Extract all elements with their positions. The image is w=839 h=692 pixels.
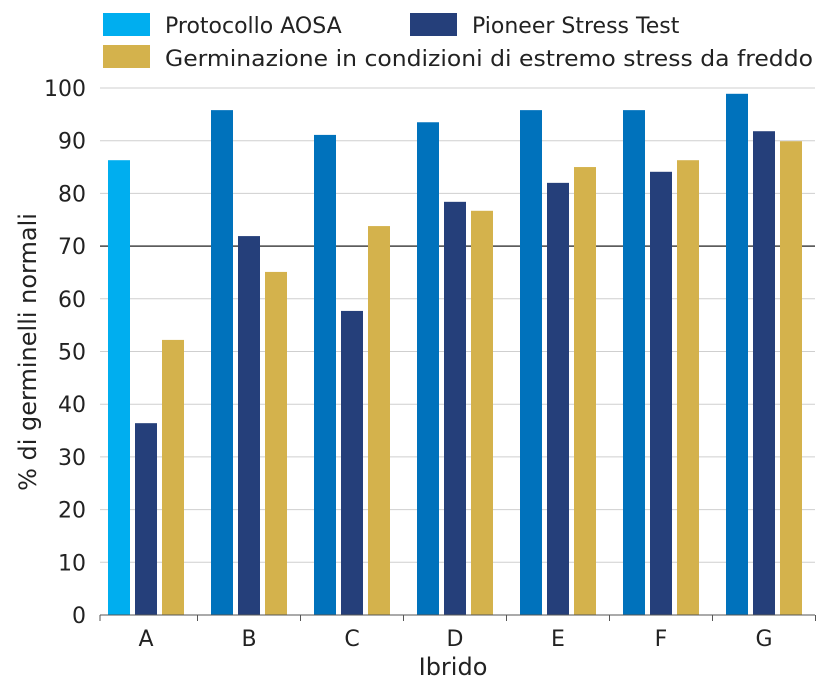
bar-C-2 [341,310,363,615]
bar-B-2 [238,236,260,615]
bar-E-1 [520,110,542,615]
bar-G-2 [753,131,775,616]
y-tick-label: 80 [58,182,86,207]
x-tick-label: G [755,627,772,652]
y-tick-label: 90 [58,130,86,155]
y-tick-label: 10 [58,551,86,576]
legend-swatch-pioneer [410,13,457,36]
bar-B-3 [265,271,287,615]
y-tick-label: 30 [58,446,86,471]
y-tick-label: 20 [58,499,86,524]
x-tick-label: E [551,627,565,652]
bar-C-3 [368,226,390,615]
legend: Protocollo AOSA Pioneer Stress Test Germ… [103,13,813,72]
bar-B-1 [211,110,233,615]
bar-F-1 [623,110,645,615]
x-tick-label: F [655,627,668,652]
bar-D-1 [417,122,439,615]
bar-G-1 [726,93,748,615]
x-axis-label: Ibrido [419,653,488,681]
y-tick-label: 40 [58,393,86,418]
y-tick-label: 0 [72,604,86,629]
bar-F-2 [650,171,672,615]
y-tick-label: 70 [58,235,86,260]
bar-D-2 [444,201,466,615]
x-tick-label: B [241,627,256,652]
bar-F-3 [677,160,699,615]
bar-D-3 [471,210,493,615]
bar-C-1 [314,134,336,615]
y-axis-label: % di germinelli normali [14,213,42,491]
legend-label-aosa: Protocollo AOSA [165,14,342,39]
legend-label-pioneer: Pioneer Stress Test [472,14,680,39]
bar-E-2 [547,182,569,616]
x-tick-label: A [138,627,153,652]
x-tick-label: D [447,627,464,652]
y-tick-label: 100 [44,77,86,102]
legend-label-cold: Germinazione in condizioni di estremo st… [165,47,813,72]
y-tick-label: 60 [58,288,86,313]
bar-E-3 [574,167,596,616]
legend-swatch-cold [103,45,150,68]
legend-swatch-aosa [103,13,150,36]
bar-G-3 [780,141,802,616]
bar-A-2 [135,423,157,615]
x-tick-label: C [344,627,359,652]
bar-A-1 [108,160,130,615]
y-tick-label: 50 [58,341,86,366]
bar-A-3 [162,339,184,615]
